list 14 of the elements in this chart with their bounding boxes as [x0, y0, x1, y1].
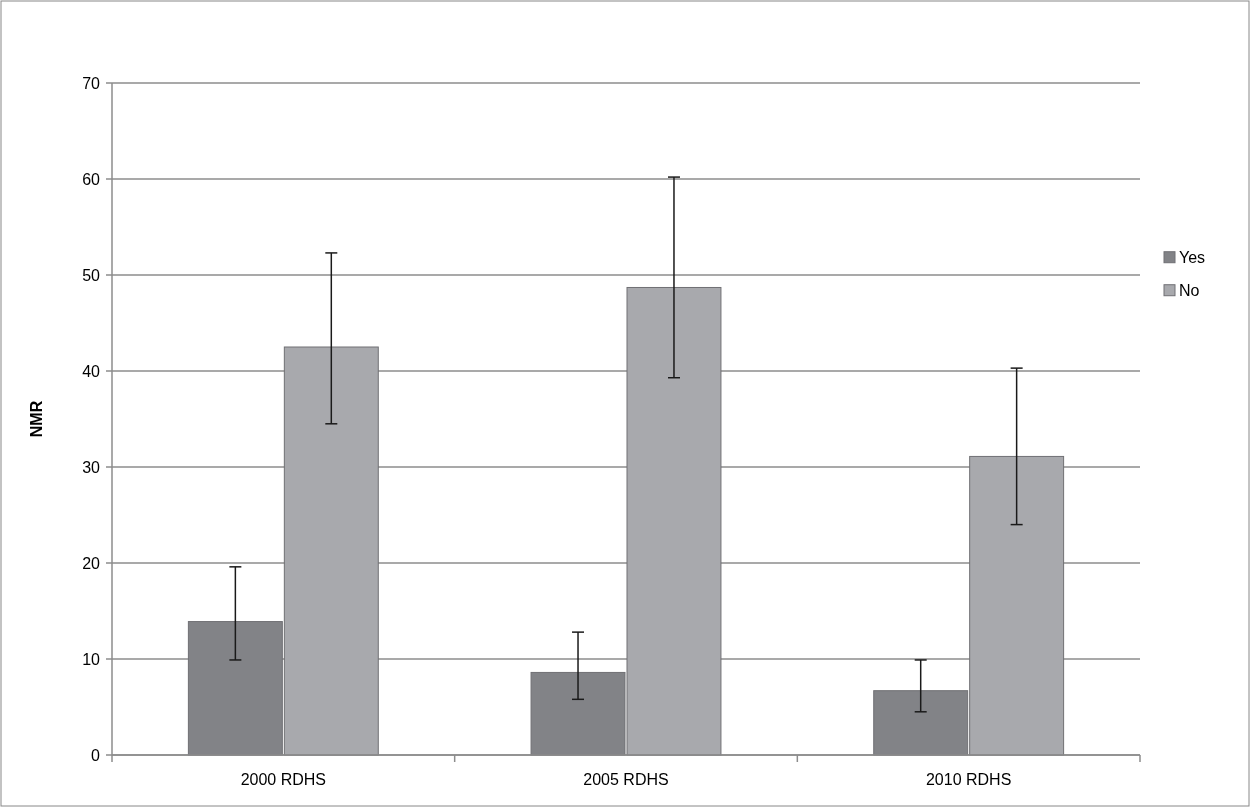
x-tick-label: 2010 RDHS: [925, 771, 1012, 788]
y-tick-label: 50: [82, 266, 101, 284]
legend-label: Yes: [1179, 249, 1206, 267]
y-tick-label: 30: [82, 458, 101, 476]
y-tick-label: 10: [82, 650, 101, 668]
legend-label: No: [1179, 282, 1200, 300]
x-tick-label: 2000 RDHS: [240, 771, 327, 788]
y-tick-label: 40: [82, 362, 101, 380]
y-tick-label: 70: [82, 74, 101, 92]
y-tick-label: 20: [82, 554, 101, 572]
y-tick-label: 0: [91, 746, 101, 764]
y-tick-label: 60: [82, 170, 101, 188]
x-tick-label: 2005 RDHS: [583, 771, 669, 788]
y-axis-title: NMR: [28, 400, 45, 438]
